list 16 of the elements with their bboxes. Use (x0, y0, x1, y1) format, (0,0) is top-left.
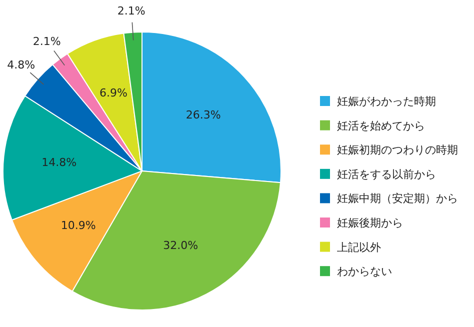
legend-label: 妊活を始めてから (337, 119, 425, 132)
data-label: 14.8% (42, 156, 77, 170)
data-label: 26.3% (186, 108, 221, 122)
data-label: 4.8% (7, 58, 36, 72)
data-label: 2.1% (117, 4, 146, 18)
legend-label: 妊娠初期のつわりの時期 (337, 144, 458, 157)
legend-label: 上記以外 (337, 240, 381, 254)
data-label: 10.9% (60, 218, 96, 232)
data-label: 32.0% (163, 238, 198, 252)
data-label: 2.1% (32, 35, 61, 48)
legend-label: 妊娠後期から (337, 216, 403, 230)
legend-label: 妊活をする以前から (337, 168, 436, 181)
data-label: 6.9% (100, 86, 128, 100)
legend-label: 妊娠中期（安定期）から (337, 192, 458, 206)
legend-label: わからない (337, 265, 392, 278)
legend-label: 妊娠がわかった時期 (337, 95, 436, 108)
